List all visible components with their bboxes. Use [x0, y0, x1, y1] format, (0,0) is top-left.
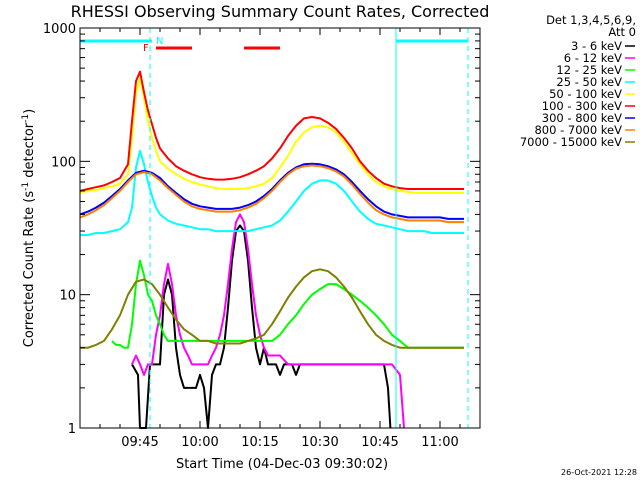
- legend-label-6: 300 - 800 keV: [542, 111, 622, 125]
- legend-header-1: Att 0: [608, 25, 636, 39]
- series-line-5: [79, 70, 464, 192]
- x-tick-label-0: 09:45: [121, 435, 158, 450]
- series-line-1: [131, 213, 405, 429]
- series-line-6: [79, 162, 464, 220]
- flag-label-f: F: [143, 43, 149, 54]
- series-line-4: [79, 77, 464, 194]
- y-axis-label-sup1: -1: [21, 182, 31, 191]
- axis-layer: 09:45 10:00 10:15 10:30 10:45 11:00 1 10 100 1000: [43, 22, 480, 450]
- series-line-8: [80, 268, 464, 349]
- y-tick-label-3: 1000: [43, 22, 76, 37]
- y-axis-label-mid: detector: [22, 122, 37, 182]
- y-tick-label-2: 100: [51, 155, 76, 170]
- flag-label-n: N: [156, 36, 163, 47]
- y-axis-label-main: Corrected Count Rate (s: [22, 191, 37, 348]
- legend-label-3: 25 - 50 keV: [556, 75, 622, 89]
- series-line-3: [80, 149, 464, 236]
- legend-label-2: 12 - 25 keV: [556, 63, 622, 77]
- y-axis-label: Corrected Count Rate (s-1 detector-1): [21, 109, 37, 347]
- legend-label-1: 6 - 12 keV: [564, 51, 622, 65]
- y-tick-label-0: 1: [68, 422, 76, 437]
- series-layer: [79, 70, 464, 429]
- legend-label-8: 7000 - 15000 keV: [520, 135, 622, 149]
- y-axis-label-sup2: -1: [21, 114, 31, 123]
- chart-title: RHESSI Observing Summary Count Rates, Co…: [71, 2, 490, 21]
- x-tick-label-5: 11:00: [421, 435, 458, 450]
- x-tick-label-2: 10:15: [241, 435, 278, 450]
- x-axis-label: Start Time (04-Dec-03 09:30:02): [176, 457, 388, 472]
- generation-timestamp: 26-Oct-2021 12:28: [561, 468, 637, 477]
- y-axis-label-end: ): [22, 109, 37, 114]
- legend-header-0: Det 1,3,4,5,6,9,: [546, 13, 636, 27]
- y-tick-label-1: 10: [59, 289, 76, 304]
- x-tick-label-1: 10:00: [181, 435, 218, 450]
- legend-label-5: 100 - 300 keV: [542, 99, 622, 113]
- legend-label-4: 50 - 100 keV: [549, 87, 622, 101]
- legend-label-7: 800 - 7000 keV: [534, 123, 622, 137]
- legend-label-0: 3 - 6 keV: [571, 39, 622, 53]
- x-tick-label-3: 10:30: [301, 435, 338, 450]
- x-tick-label-4: 10:45: [361, 435, 398, 450]
- series-line-7: [79, 164, 464, 224]
